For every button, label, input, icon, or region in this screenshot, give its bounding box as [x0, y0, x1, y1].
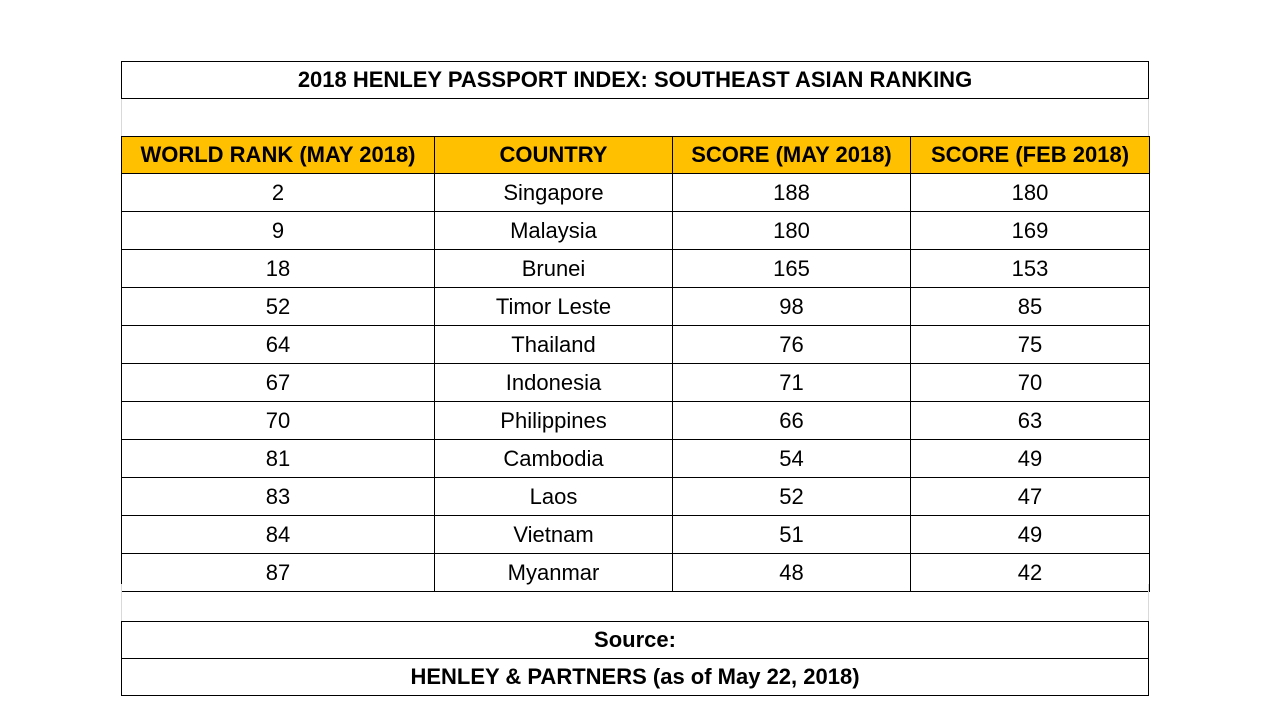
cell-score-may: 98 [672, 287, 911, 326]
cell-score-feb: 169 [910, 211, 1150, 250]
cell-score-feb: 85 [910, 287, 1150, 326]
cell-country: Vietnam [434, 515, 673, 554]
cell-score-may: 180 [672, 211, 911, 250]
cell-world-rank: 9 [121, 211, 435, 250]
cell-world-rank: 83 [121, 477, 435, 516]
table-title: 2018 HENLEY PASSPORT INDEX: SOUTHEAST AS… [121, 61, 1149, 99]
table-body: 2 Singapore 188 180 9 Malaysia 180 169 18 Brunei 1… [121, 173, 1150, 592]
cell-world-rank: 81 [121, 439, 435, 478]
cell-score-may: 165 [672, 249, 911, 288]
cell-country: Timor Leste [434, 287, 673, 326]
cell-score-feb: 63 [910, 401, 1150, 440]
source-value: HENLEY & PARTNERS (as of May 22, 2018) [121, 658, 1149, 696]
cell-score-may: 76 [672, 325, 911, 364]
cell-score-feb: 180 [910, 173, 1150, 212]
cell-score-may: 188 [672, 173, 911, 212]
header-country: COUNTRY [434, 136, 673, 174]
table-row: 84 Vietnam 51 49 [121, 515, 1150, 554]
cell-country: Brunei [434, 249, 673, 288]
source-label: Source: [121, 621, 1149, 659]
cell-score-feb: 70 [910, 363, 1150, 402]
cell-world-rank: 67 [121, 363, 435, 402]
cell-score-may: 52 [672, 477, 911, 516]
table-row: 81 Cambodia 54 49 [121, 439, 1150, 478]
cell-country: Laos [434, 477, 673, 516]
table-row: 64 Thailand 76 75 [121, 325, 1150, 364]
cell-score-may: 48 [672, 553, 911, 592]
header-score-may: SCORE (MAY 2018) [672, 136, 911, 174]
table-row: 9 Malaysia 180 169 [121, 211, 1150, 250]
cell-country: Malaysia [434, 211, 673, 250]
cell-score-may: 51 [672, 515, 911, 554]
cell-country: Singapore [434, 173, 673, 212]
cell-score-feb: 75 [910, 325, 1150, 364]
cell-world-rank: 52 [121, 287, 435, 326]
cell-score-feb: 153 [910, 249, 1150, 288]
spacer-row [121, 99, 1149, 136]
table-row: 18 Brunei 165 153 [121, 249, 1150, 288]
header-row: WORLD RANK (MAY 2018) COUNTRY SCORE (MAY… [121, 136, 1150, 174]
ranking-table: WORLD RANK (MAY 2018) COUNTRY SCORE (MAY… [121, 136, 1150, 592]
cell-country: Philippines [434, 401, 673, 440]
cell-world-rank: 70 [121, 401, 435, 440]
cell-country: Myanmar [434, 553, 673, 592]
spacer-row [121, 584, 1149, 622]
header-world-rank: WORLD RANK (MAY 2018) [121, 136, 435, 174]
cell-score-may: 66 [672, 401, 911, 440]
cell-score-may: 54 [672, 439, 911, 478]
cell-country: Cambodia [434, 439, 673, 478]
table-row: 83 Laos 52 47 [121, 477, 1150, 516]
table-row: 2 Singapore 188 180 [121, 173, 1150, 212]
table-row: 67 Indonesia 71 70 [121, 363, 1150, 402]
cell-country: Indonesia [434, 363, 673, 402]
cell-world-rank: 18 [121, 249, 435, 288]
cell-score-may: 71 [672, 363, 911, 402]
cell-world-rank: 84 [121, 515, 435, 554]
cell-score-feb: 47 [910, 477, 1150, 516]
cell-score-feb: 49 [910, 439, 1150, 478]
header-score-feb: SCORE (FEB 2018) [910, 136, 1150, 174]
table-row: 52 Timor Leste 98 85 [121, 287, 1150, 326]
table-row: 87 Myanmar 48 42 [121, 553, 1150, 592]
table-row: 70 Philippines 66 63 [121, 401, 1150, 440]
cell-score-feb: 49 [910, 515, 1150, 554]
cell-country: Thailand [434, 325, 673, 364]
cell-world-rank: 2 [121, 173, 435, 212]
cell-world-rank: 87 [121, 553, 435, 592]
cell-score-feb: 42 [910, 553, 1150, 592]
cell-world-rank: 64 [121, 325, 435, 364]
